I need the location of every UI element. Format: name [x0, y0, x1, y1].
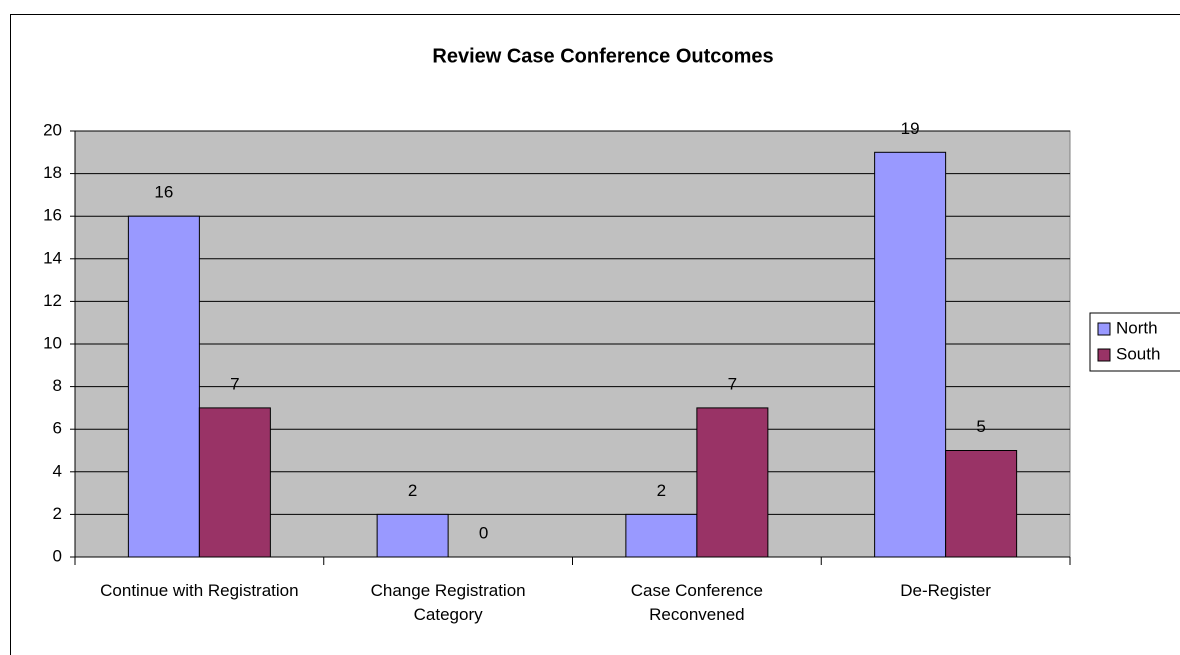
legend-swatch: [1097, 322, 1111, 336]
data-label: 7: [728, 374, 737, 393]
y-tick-label: 16: [43, 206, 62, 225]
y-tick-label: 8: [53, 376, 62, 395]
x-tick-label: Change Registration Category: [370, 581, 526, 624]
legend-label: South: [1116, 344, 1160, 363]
bar: [198, 407, 271, 558]
x-tick-label: Case Conference Reconvened: [630, 581, 764, 624]
y-tick-label: 10: [43, 333, 62, 352]
data-label: 2: [408, 481, 417, 500]
data-label: 5: [976, 417, 985, 436]
y-tick-label: 4: [53, 461, 62, 480]
bar: [945, 450, 1018, 558]
bar: [127, 215, 200, 558]
data-label: 7: [230, 374, 239, 393]
chart-title: Review Case Conference Outcomes: [432, 45, 773, 67]
y-tick-label: 18: [43, 163, 62, 182]
data-label: 0: [479, 523, 488, 542]
bar: [696, 407, 769, 558]
data-label: 19: [901, 119, 920, 138]
data-label: 16: [154, 183, 173, 202]
legend-swatch: [1097, 348, 1111, 362]
legend-label: North: [1116, 318, 1158, 337]
bar: [376, 513, 449, 558]
data-label: 2: [657, 481, 666, 500]
bar: [874, 151, 947, 558]
y-tick-label: 6: [53, 419, 62, 438]
x-tick-label: Continue with Registration: [100, 581, 299, 600]
y-tick-label: 2: [53, 504, 62, 523]
bar: [625, 513, 698, 558]
y-tick-label: 0: [53, 546, 62, 565]
x-tick-label: De-Register: [900, 581, 991, 600]
y-tick-label: 12: [43, 291, 62, 310]
y-tick-label: 20: [43, 120, 62, 139]
y-tick-label: 14: [43, 248, 62, 267]
